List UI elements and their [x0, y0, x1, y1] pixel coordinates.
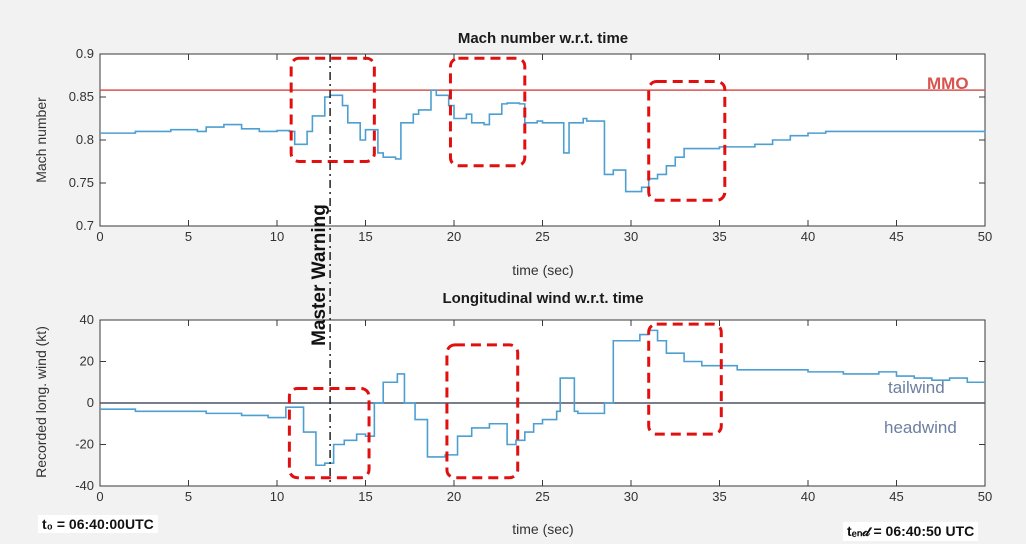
highlight-box	[287, 386, 371, 480]
mach-x-axis-label: time (sec)	[512, 262, 573, 278]
y-tick-label: 0.7	[76, 218, 94, 233]
x-tick-label: 40	[801, 489, 815, 504]
x-tick-label: 30	[624, 229, 638, 244]
y-tick-label: 0.9	[76, 46, 94, 61]
y-tick-label: -40	[75, 478, 94, 493]
wind-x-axis-label: time (sec)	[512, 521, 573, 537]
y-tick-label: 0.85	[69, 89, 94, 104]
highlight-box	[448, 56, 527, 168]
x-tick-label: 5	[185, 489, 192, 504]
mach-y-axis-label: Mach number	[33, 97, 49, 183]
x-tick-label: 0	[96, 229, 103, 244]
x-tick-label: 30	[624, 489, 638, 504]
x-tick-label: 35	[712, 489, 726, 504]
mach-highlight-boxes	[289, 56, 727, 202]
x-tick-label: 10	[270, 489, 284, 504]
x-tick-label: 45	[889, 229, 903, 244]
headwind-label: headwind	[884, 418, 957, 437]
x-tick-label: 25	[535, 229, 549, 244]
wind-series-line	[100, 329, 985, 467]
y-tick-label: 0.75	[69, 175, 94, 190]
mach-series-line	[100, 89, 986, 193]
y-tick-label: 20	[80, 354, 94, 369]
mach-axis-ticks: 0 5 10 15 20 25 30 35 40 45 50 0.7 0.75 0.8 0.85 0.9	[69, 46, 993, 244]
x-tick-label: 50	[978, 489, 992, 504]
x-tick-label: 35	[712, 229, 726, 244]
start-time-stamp: t₀ = 06:40:00UTC	[38, 515, 158, 533]
x-tick-label: 0	[96, 489, 103, 504]
wind-chart-title: Longitudinal wind w.r.t. time	[442, 290, 643, 307]
mach-chart-title: Mach number w.r.t. time	[458, 30, 628, 47]
y-tick-label: 0	[87, 395, 94, 410]
highlight-box	[445, 343, 520, 480]
x-tick-label: 15	[358, 229, 372, 244]
tailwind-label: tailwind	[888, 378, 945, 397]
x-tick-label: 40	[801, 229, 815, 244]
x-tick-label: 45	[889, 489, 903, 504]
highlight-box	[647, 322, 723, 436]
highlight-box	[647, 80, 727, 202]
x-tick-label: 15	[358, 489, 372, 504]
highlight-box	[289, 56, 376, 163]
mach-plot-area	[99, 53, 986, 227]
x-tick-label: 10	[270, 229, 284, 244]
end-time-stamp: tₑₙ𝒹 = 06:40:50 UTC	[843, 522, 979, 541]
master-warning-label: Master Warning	[309, 204, 330, 346]
x-tick-label: 25	[535, 489, 549, 504]
wind-highlight-boxes	[287, 322, 723, 480]
longitudinal-wind-panel: Longitudinal wind w.r.t. time 0 5 10 15 20 25…	[33, 290, 992, 537]
mach-number-panel: Mach number w.r.t. time 0 5 10 15 20 25 30 35 40…	[33, 30, 992, 278]
x-tick-label: 20	[447, 489, 461, 504]
x-tick-label: 20	[447, 229, 461, 244]
x-tick-label: 50	[978, 229, 992, 244]
wind-y-axis-label: Recorded long. wind (kt)	[33, 326, 49, 478]
y-tick-label: 40	[80, 312, 94, 327]
y-tick-label: 0.8	[76, 132, 94, 147]
x-tick-label: 5	[185, 229, 192, 244]
y-tick-label: -20	[75, 437, 94, 452]
wind-axis-ticks: 0 5 10 15 20 25 30 35 40 45 50 -40 -20 0 20 40	[75, 312, 992, 504]
mmo-label: MMO	[927, 74, 969, 93]
